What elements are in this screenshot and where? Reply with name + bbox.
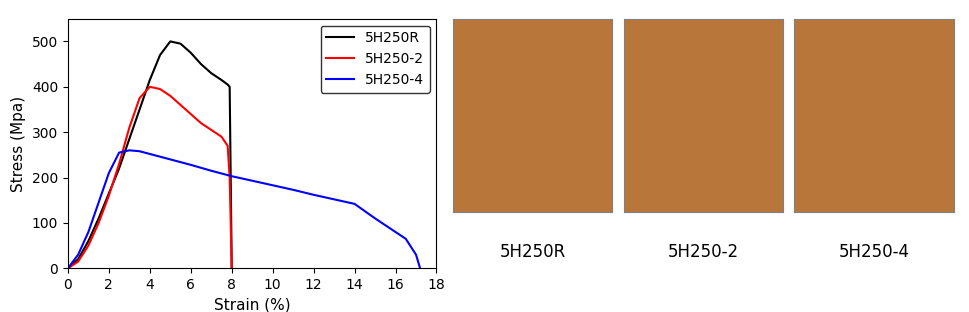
5H250-2 [174, 103, 186, 107]
5H250-2 [113, 162, 125, 166]
5H250R [226, 266, 237, 270]
5H250R [174, 42, 186, 46]
5H250-2 [185, 112, 197, 116]
5H250R [62, 266, 74, 270]
5H250-4 [246, 179, 258, 183]
Line: 5H250-2: 5H250-2 [68, 87, 232, 268]
5H250-4 [369, 217, 381, 220]
5H250-2 [222, 144, 234, 148]
5H250-4 [307, 193, 319, 197]
5H250-4 [414, 266, 425, 270]
5H250-2 [224, 176, 235, 179]
5H250-4 [226, 174, 237, 178]
5H250-2 [123, 126, 135, 129]
5H250R [103, 192, 114, 195]
5H250R [143, 78, 155, 82]
5H250R [222, 83, 234, 86]
5H250R [205, 71, 217, 75]
5H250-4 [185, 163, 197, 167]
5H250-2 [82, 244, 94, 247]
5H250-4 [205, 169, 217, 173]
5H250R [123, 137, 135, 141]
5H250-4 [399, 237, 411, 241]
5H250R [93, 217, 105, 220]
5H250-4 [349, 202, 360, 206]
5H250-2 [215, 135, 227, 139]
5H250-4 [93, 201, 105, 204]
5H250R [195, 62, 206, 66]
5H250R [82, 239, 94, 243]
5H250-4 [390, 230, 401, 234]
5H250-2 [62, 266, 74, 270]
5H250R [215, 78, 227, 82]
5H250-2 [103, 194, 114, 197]
5H250-4 [143, 152, 155, 156]
5H250-2 [73, 260, 84, 263]
5H250R [185, 51, 197, 55]
5H250R [224, 85, 235, 89]
5H250-2 [134, 96, 145, 100]
Text: 5H250-2: 5H250-2 [667, 243, 738, 261]
5H250-2 [93, 221, 105, 225]
5H250-4 [287, 188, 298, 192]
5H250-2 [226, 266, 237, 270]
5H250-4 [165, 158, 176, 161]
5H250-2 [143, 85, 155, 89]
5H250R [154, 53, 166, 57]
Legend: 5H250R, 5H250-2, 5H250-4: 5H250R, 5H250-2, 5H250-4 [320, 26, 429, 93]
5H250R [165, 40, 176, 43]
Text: 5H250-4: 5H250-4 [837, 243, 909, 261]
Line: 5H250R: 5H250R [68, 41, 232, 268]
5H250-4 [113, 151, 125, 154]
5H250-2 [154, 87, 166, 91]
5H250R [73, 257, 84, 261]
5H250R [113, 167, 125, 170]
5H250-4 [103, 171, 114, 175]
5H250-4 [82, 230, 94, 234]
5H250-2 [205, 128, 217, 132]
X-axis label: Strain (%): Strain (%) [214, 298, 290, 312]
Y-axis label: Stress (Mpa): Stress (Mpa) [12, 95, 26, 192]
5H250-4 [62, 266, 74, 270]
5H250R [134, 108, 145, 111]
5H250-4 [328, 197, 339, 201]
Text: 5H250R: 5H250R [499, 243, 565, 261]
5H250-4 [410, 253, 422, 256]
5H250-2 [165, 94, 176, 98]
5H250-4 [266, 183, 278, 187]
5H250-4 [123, 149, 135, 152]
Line: 5H250-4: 5H250-4 [68, 150, 420, 268]
5H250-4 [134, 149, 145, 153]
5H250-2 [195, 121, 206, 125]
5H250-4 [73, 253, 84, 256]
